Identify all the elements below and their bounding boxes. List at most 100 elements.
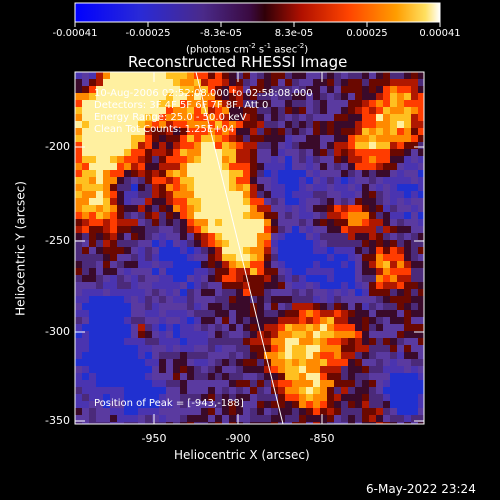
image-pixel (404, 205, 412, 213)
image-pixel (145, 156, 153, 164)
image-pixel (257, 240, 265, 248)
image-pixel (117, 128, 125, 136)
image-pixel (418, 282, 424, 290)
image-pixel (145, 387, 153, 395)
image-pixel (257, 128, 265, 136)
image-pixel (271, 226, 279, 234)
image-pixel (250, 142, 258, 150)
image-pixel (103, 422, 111, 424)
image-pixel (194, 149, 202, 157)
image-pixel (117, 359, 125, 367)
image-pixel (131, 93, 139, 101)
image-pixel (208, 205, 216, 213)
image-pixel (159, 233, 167, 241)
image-pixel (96, 128, 104, 136)
image-pixel (341, 310, 349, 318)
image-pixel (411, 72, 419, 80)
image-pixel (194, 317, 202, 325)
image-pixel (264, 317, 272, 325)
image-pixel (243, 254, 251, 262)
image-pixel (292, 401, 300, 409)
image-pixel (313, 107, 321, 115)
image-pixel (96, 86, 104, 94)
image-pixel (166, 184, 174, 192)
image-pixel (355, 233, 363, 241)
image-pixel (145, 254, 153, 262)
image-pixel (292, 100, 300, 108)
y-tick-label: -250 (45, 234, 70, 247)
image-pixel (229, 107, 237, 115)
image-pixel (194, 240, 202, 248)
image-pixel (159, 352, 167, 360)
image-pixel (75, 324, 83, 332)
image-pixel (390, 401, 398, 409)
image-pixel (411, 86, 419, 94)
image-pixel (411, 296, 419, 304)
image-pixel (208, 380, 216, 388)
image-pixel (103, 107, 111, 115)
image-pixel (397, 226, 405, 234)
image-pixel (145, 233, 153, 241)
image-pixel (369, 268, 377, 276)
image-pixel (299, 394, 307, 402)
image-pixel (236, 240, 244, 248)
image-pixel (180, 170, 188, 178)
image-pixel (215, 233, 223, 241)
image-pixel (180, 394, 188, 402)
image-pixel (383, 422, 391, 424)
image-pixel (341, 198, 349, 206)
image-pixel (285, 170, 293, 178)
image-pixel (75, 254, 83, 262)
image-pixel (201, 366, 209, 374)
image-pixel (201, 422, 209, 424)
image-pixel (362, 177, 370, 185)
image-pixel (96, 261, 104, 269)
image-pixel (96, 324, 104, 332)
image-pixel (341, 282, 349, 290)
image-pixel (243, 296, 251, 304)
image-pixel (292, 149, 300, 157)
image-pixel (327, 184, 335, 192)
image-pixel (271, 296, 279, 304)
image-pixel (166, 366, 174, 374)
image-pixel (285, 79, 293, 87)
image-pixel (404, 247, 412, 255)
image-pixel (243, 163, 251, 171)
image-pixel (376, 261, 384, 269)
image-pixel (376, 359, 384, 367)
image-pixel (208, 394, 216, 402)
image-pixel (327, 408, 335, 416)
image-pixel (131, 373, 139, 381)
image-pixel (138, 163, 146, 171)
image-pixel (159, 142, 167, 150)
image-pixel (187, 93, 195, 101)
image-pixel (110, 128, 118, 136)
image-pixel (327, 198, 335, 206)
image-pixel (180, 149, 188, 157)
image-pixel (180, 254, 188, 262)
image-pixel (166, 373, 174, 381)
image-pixel (187, 219, 195, 227)
image-pixel (306, 261, 314, 269)
image-pixel (201, 93, 209, 101)
image-pixel (313, 114, 321, 122)
image-pixel (418, 156, 424, 164)
image-pixel (131, 240, 139, 248)
image-pixel (180, 366, 188, 374)
image-pixel (390, 352, 398, 360)
image-pixel (404, 359, 412, 367)
image-pixel (264, 268, 272, 276)
image-pixel (222, 177, 230, 185)
image-pixel (187, 359, 195, 367)
image-pixel (89, 268, 97, 276)
image-pixel (418, 93, 424, 101)
image-pixel (201, 296, 209, 304)
image-pixel (362, 79, 370, 87)
image-pixel (103, 352, 111, 360)
image-pixel (376, 163, 384, 171)
image-pixel (404, 366, 412, 374)
image-pixel (194, 93, 202, 101)
image-pixel (201, 156, 209, 164)
image-pixel (103, 233, 111, 241)
image-pixel (103, 401, 111, 409)
